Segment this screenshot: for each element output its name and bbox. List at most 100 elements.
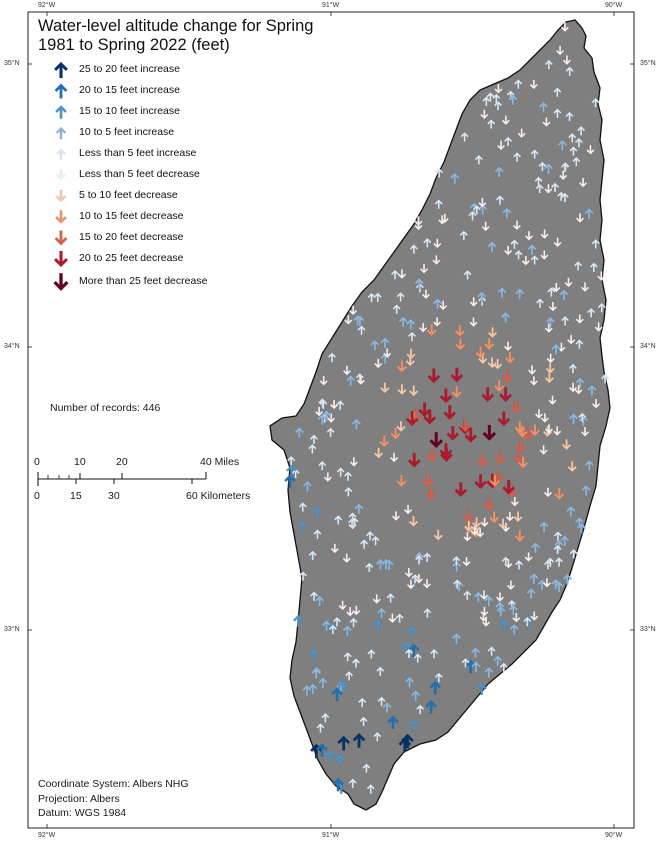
- well-arrow: [562, 55, 572, 66]
- lat-label-right-33: 33°N: [640, 626, 656, 633]
- well-arrow: [542, 117, 551, 128]
- well-arrow: [492, 655, 503, 667]
- well-arrow: [461, 657, 470, 668]
- well-arrow: [396, 420, 406, 433]
- well-arrow: [548, 301, 558, 312]
- well-arrow: [575, 213, 585, 223]
- legend-arrow-mark: [53, 273, 69, 292]
- well-arrow: [450, 367, 464, 383]
- well-arrow: [403, 504, 413, 515]
- well-arrow: [388, 613, 397, 624]
- well-arrow: [503, 245, 513, 256]
- well-arrow: [514, 288, 525, 300]
- well-arrow: [316, 742, 328, 757]
- well-arrow: [406, 348, 416, 360]
- well-arrow: [564, 277, 573, 288]
- well-arrow: [600, 373, 610, 384]
- well-arrow: [357, 697, 367, 708]
- well-arrow: [344, 486, 353, 497]
- well-arrow: [298, 571, 308, 581]
- well-arrow: [372, 619, 384, 632]
- well-arrow: [501, 556, 511, 567]
- well-arrow: [494, 166, 505, 178]
- well-arrow: [326, 413, 336, 424]
- legend-item-label: Less than 5 feet increase: [79, 147, 197, 159]
- well-arrow: [380, 337, 390, 349]
- well-arrow: [482, 424, 497, 441]
- well-arrow: [434, 167, 444, 178]
- well-arrow: [487, 326, 498, 339]
- well-arrow: [414, 278, 425, 290]
- well-arrow: [512, 220, 522, 231]
- well-arrow: [283, 474, 296, 488]
- well-arrow: [545, 362, 556, 375]
- well-arrow: [319, 399, 328, 410]
- well-arrow: [509, 623, 520, 635]
- well-arrow: [493, 379, 505, 393]
- well-arrow: [575, 314, 585, 325]
- well-arrow: [332, 777, 345, 792]
- coordinate-info: Coordinate System: Albers NHG Projection…: [38, 777, 189, 821]
- legend-item-label: 25 to 20 feet increase: [79, 63, 180, 75]
- well-arrow: [535, 298, 545, 309]
- legend-item: 20 to 15 feet increase: [50, 81, 290, 101]
- well-arrow: [553, 237, 562, 248]
- well-arrow: [350, 516, 360, 527]
- well-arrow: [514, 249, 523, 260]
- well-arrow: [298, 502, 308, 512]
- well-arrow: [344, 670, 354, 681]
- well-arrow: [476, 291, 487, 303]
- well-arrow: [391, 511, 401, 522]
- well-arrow: [560, 22, 570, 33]
- scale-km-label: 30: [108, 490, 120, 502]
- well-arrow: [319, 375, 329, 386]
- lon-label-bottom-91: 91°W: [322, 832, 340, 839]
- legend-arrow-mark: [55, 105, 67, 119]
- well-arrow: [314, 406, 324, 417]
- well-arrow: [423, 607, 432, 618]
- well-arrow: [499, 662, 509, 673]
- well-arrow: [338, 600, 347, 611]
- lon-label-top-92: 92°W: [38, 2, 56, 9]
- well-arrow: [483, 497, 496, 511]
- arrow-up-icon: [56, 148, 66, 160]
- well-arrow: [559, 535, 570, 547]
- well-arrow: [510, 399, 523, 414]
- well-arrow: [503, 341, 513, 352]
- well-arrow: [405, 318, 416, 330]
- well-arrow: [302, 480, 313, 492]
- well-arrow: [558, 289, 569, 301]
- well-arrow: [586, 307, 596, 318]
- projection: Projection: Albers: [38, 792, 120, 805]
- legend-item: 10 to 15 feet decrease: [50, 207, 290, 227]
- well-arrow: [575, 339, 584, 350]
- well-arrow: [472, 204, 482, 215]
- well-arrow: [342, 553, 352, 564]
- lat-label-right-34: 34°N: [640, 343, 656, 350]
- well-arrow: [408, 515, 419, 527]
- well-arrow: [530, 254, 539, 265]
- well-arrow: [314, 595, 325, 607]
- well-arrow: [462, 590, 472, 601]
- well-arrow: [591, 238, 601, 249]
- lon-label-top-91: 91°W: [322, 2, 340, 9]
- well-arrow: [544, 372, 555, 384]
- well-arrow: [586, 144, 595, 155]
- legend-arrow-mark: [56, 169, 66, 181]
- well-arrow: [326, 427, 335, 438]
- legend-item-label: More than 25 feet decrease: [79, 275, 208, 287]
- well-arrow: [313, 529, 322, 540]
- well-arrow: [476, 682, 488, 696]
- well-arrow: [342, 625, 353, 637]
- well-arrow: [429, 648, 439, 659]
- well-arrow: [438, 300, 448, 311]
- well-arrow: [405, 411, 419, 427]
- well-arrow: [459, 418, 472, 433]
- well-arrow: [513, 79, 523, 89]
- well-arrow: [302, 684, 312, 697]
- well-arrow: [475, 346, 486, 359]
- well-arrow: [380, 382, 390, 394]
- map-title-line-1: Water-level altitude change for Spring: [38, 17, 314, 35]
- well-arrow: [510, 239, 519, 250]
- well-arrow: [311, 667, 322, 680]
